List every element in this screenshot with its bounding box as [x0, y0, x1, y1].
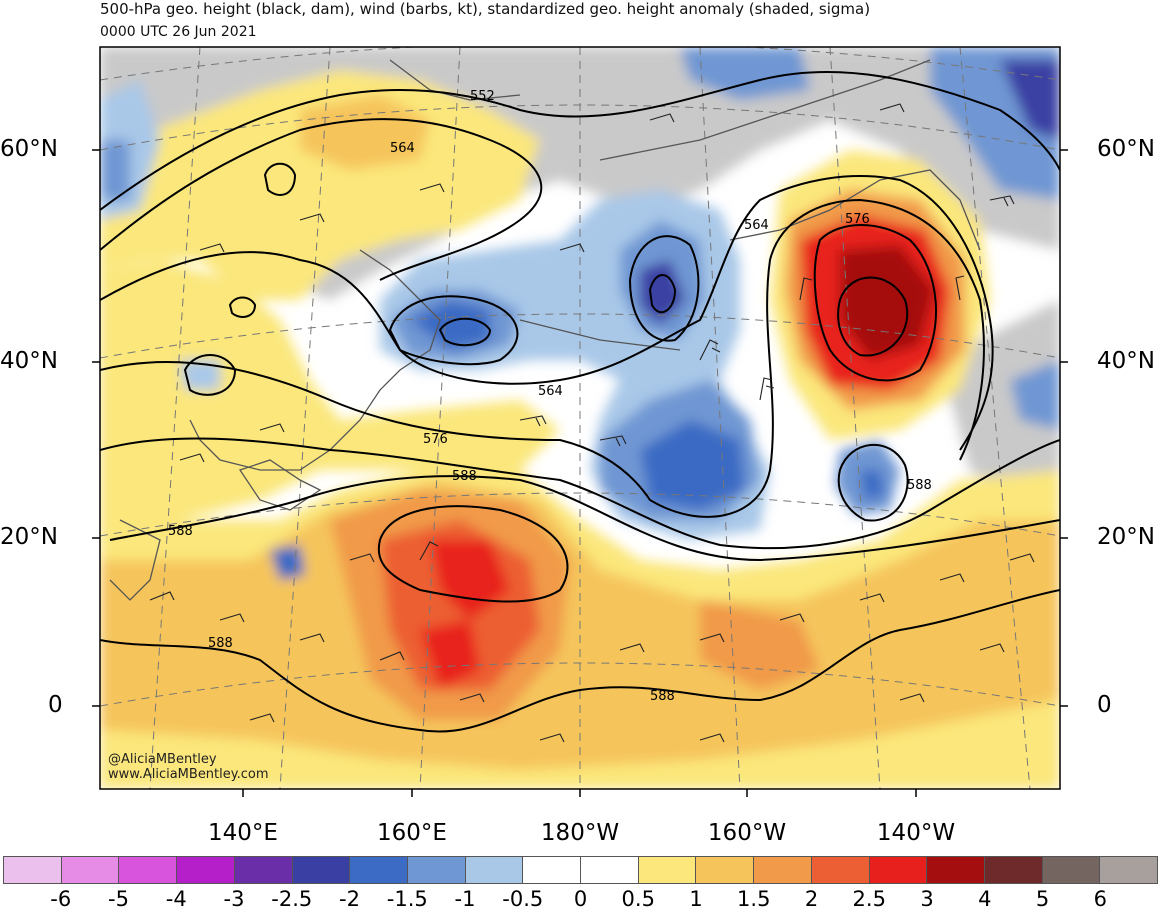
- contour-labels: 552 564 564 576 588 564 576 588 588 588 …: [168, 89, 932, 704]
- colorbar-label: -2.5: [271, 887, 313, 911]
- wind-barbs: [149, 103, 1035, 743]
- colorbar-swatch: [465, 857, 524, 883]
- colorbar-label: 0: [573, 887, 588, 911]
- lon-label-160w: 160°W: [707, 820, 787, 846]
- colorbar-label: 2.5: [852, 887, 886, 911]
- colorbar-swatch: [581, 857, 639, 883]
- lat-label-60n-left: 60°N: [0, 136, 58, 162]
- contour-label: 552: [470, 89, 495, 104]
- contour-label: 564: [744, 218, 769, 233]
- colorbar-label: 3: [920, 887, 934, 911]
- lon-label-140e: 140°E: [208, 820, 278, 846]
- colorbar-swatch: [234, 857, 293, 883]
- lat-label-40n-left: 40°N: [0, 348, 58, 374]
- contour-label: 588: [907, 478, 932, 493]
- lon-label-140w: 140°W: [876, 820, 956, 846]
- colorbar-label: 4: [978, 887, 992, 911]
- contour-label: 564: [390, 141, 415, 156]
- colorbar-swatch: [696, 857, 755, 883]
- colorbar-label: 5: [1035, 887, 1050, 911]
- lat-label-20n-left: 20°N: [0, 524, 58, 550]
- colorbar-swatch: [523, 857, 582, 883]
- colorbar-swatch: [984, 857, 1043, 883]
- colorbar-swatch: [927, 857, 985, 883]
- colorbar-label: -1.5: [386, 887, 428, 911]
- credit-handle: @AliciaMBentley: [108, 752, 217, 767]
- colorbar-label: 2: [804, 887, 819, 911]
- colorbar-label: -5: [108, 887, 129, 911]
- colorbar-swatch: [1042, 857, 1101, 883]
- lat-label-40n-right: 40°N: [1097, 348, 1155, 374]
- coastlines: [109, 59, 981, 601]
- axis-ticks: [92, 149, 1068, 797]
- colorbar-label: 1.5: [737, 887, 771, 911]
- colorbar-label: -0.5: [502, 887, 544, 911]
- lat-label-60n-right: 60°N: [1097, 136, 1155, 162]
- credit-website: www.AliciaMBentley.com: [108, 767, 269, 782]
- colorbar-label: -4: [165, 887, 187, 911]
- lon-label-180w: 180°W: [540, 820, 620, 846]
- height-contours: [100, 71, 1060, 733]
- contour-label: 576: [423, 432, 448, 447]
- colorbar-label: -6: [50, 887, 72, 911]
- colorbar-label: -3: [223, 887, 245, 911]
- colorbar-swatch: [4, 857, 62, 883]
- colorbar-swatch: [407, 857, 466, 883]
- contour-label: 588: [208, 636, 233, 651]
- map-title: 500-hPa geo. height (black, dam), wind (…: [100, 0, 871, 18]
- colorbar-swatch: [177, 857, 235, 883]
- contour-label: 588: [452, 469, 477, 484]
- colorbar-swatch: [119, 857, 178, 883]
- colorbar-label: -1: [454, 887, 476, 911]
- lat-label-0-right: 0: [1097, 692, 1112, 718]
- colorbar-swatch: [61, 857, 120, 883]
- colorbar-swatch: [869, 857, 928, 883]
- colorbar-swatch: [754, 857, 812, 883]
- colorbar-swatch: [350, 857, 408, 883]
- lon-label-160e: 160°E: [377, 820, 447, 846]
- colorbar-label: 1: [689, 887, 703, 911]
- lat-label-0-left: 0: [48, 692, 63, 718]
- colorbar-swatch: [811, 857, 870, 883]
- colorbar-label: -2: [339, 887, 360, 911]
- colorbar-swatch: [638, 857, 697, 883]
- contour-label: 588: [650, 689, 675, 704]
- colorbar-swatch: [1100, 857, 1158, 883]
- colorbar-swatch: [292, 857, 351, 883]
- colorbar: [3, 856, 1158, 884]
- valid-time: 0000 UTC 26 Jun 2021: [100, 24, 257, 40]
- contour-label: 588: [168, 524, 193, 539]
- colorbar-label: 6: [1093, 887, 1107, 911]
- colorbar-label: 0.5: [621, 887, 655, 911]
- contour-label: 576: [845, 212, 870, 227]
- contour-label: 564: [538, 384, 563, 399]
- lat-label-20n-right: 20°N: [1097, 524, 1155, 550]
